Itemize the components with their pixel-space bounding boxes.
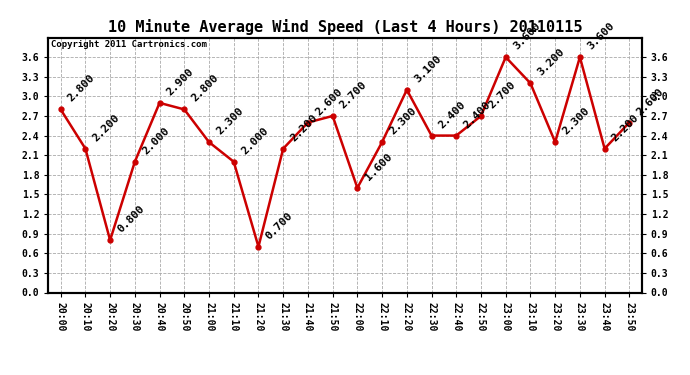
Text: 1.600: 1.600 (363, 152, 394, 182)
Text: 2.300: 2.300 (215, 106, 246, 136)
Text: 2.400: 2.400 (437, 99, 468, 130)
Text: 2.600: 2.600 (635, 86, 666, 117)
Text: 3.200: 3.200 (536, 47, 567, 78)
Text: 3.600: 3.600 (511, 21, 542, 51)
Title: 10 Minute Average Wind Speed (Last 4 Hours) 20110115: 10 Minute Average Wind Speed (Last 4 Hou… (108, 19, 582, 35)
Text: 2.300: 2.300 (561, 106, 591, 136)
Text: 0.700: 0.700 (264, 210, 295, 241)
Text: 3.100: 3.100 (413, 53, 443, 84)
Text: 3.600: 3.600 (585, 21, 616, 51)
Text: 2.800: 2.800 (190, 73, 221, 104)
Text: 2.000: 2.000 (239, 125, 270, 156)
Text: 2.900: 2.900 (165, 66, 196, 98)
Text: 2.800: 2.800 (66, 73, 97, 104)
Text: 2.700: 2.700 (486, 80, 518, 110)
Text: Copyright 2011 Cartronics.com: Copyright 2011 Cartronics.com (51, 40, 207, 49)
Text: 2.000: 2.000 (140, 125, 171, 156)
Text: 2.200: 2.200 (91, 112, 122, 143)
Text: 2.200: 2.200 (610, 112, 641, 143)
Text: 2.600: 2.600 (313, 86, 344, 117)
Text: 2.200: 2.200 (288, 112, 319, 143)
Text: 0.800: 0.800 (116, 204, 146, 235)
Text: 2.300: 2.300 (388, 106, 419, 136)
Text: 2.400: 2.400 (462, 99, 493, 130)
Text: 2.700: 2.700 (338, 80, 369, 110)
